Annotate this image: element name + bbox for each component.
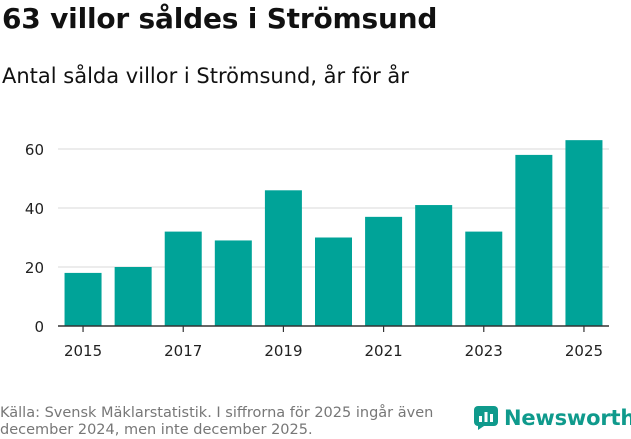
x-tick-label: 2017 [164, 342, 202, 360]
bar-2023[interactable] [465, 231, 503, 326]
bar-2020[interactable] [315, 237, 352, 327]
newsworthy-icon [474, 406, 498, 430]
bar-2022[interactable] [415, 205, 453, 326]
bar-2021[interactable] [365, 216, 403, 326]
source-note: Källa: Svensk Mäklarstatistik. I siffror… [0, 405, 434, 438]
bars [64, 140, 603, 327]
y-tick-label: 0 [34, 318, 44, 336]
x-tick-label: 2019 [264, 342, 302, 360]
bar-2017[interactable] [164, 231, 202, 326]
bar-2025[interactable] [565, 140, 603, 326]
y-tick-label: 20 [25, 259, 44, 277]
bar-2019[interactable] [264, 190, 302, 326]
brand-name: Newsworthy [504, 406, 631, 430]
bar-2016[interactable] [114, 267, 152, 326]
y-tick-label: 40 [25, 200, 44, 218]
y-tick-label: 60 [25, 141, 44, 159]
bar-2015[interactable] [64, 272, 102, 326]
x-tick-label: 2015 [64, 342, 102, 360]
chart-subtitle: Antal sålda villor i Strömsund, år för å… [2, 64, 409, 88]
bar-2018[interactable] [214, 240, 252, 326]
newsworthy-logo[interactable]: Newsworthy [474, 406, 631, 430]
chart-title: 63 villor såldes i Strömsund [2, 2, 438, 35]
x-tick-label: 2021 [364, 342, 402, 360]
x-tick-label: 2023 [465, 342, 503, 360]
x-tick-label: 2025 [565, 342, 603, 360]
axes: 0 20 40 60 2015 2017 2019 2021 2023 2025 [25, 141, 609, 360]
bar-chart: 0 20 40 60 2015 2017 2019 2021 2023 2025 [25, 140, 609, 360]
bar-2024[interactable] [515, 154, 553, 326]
